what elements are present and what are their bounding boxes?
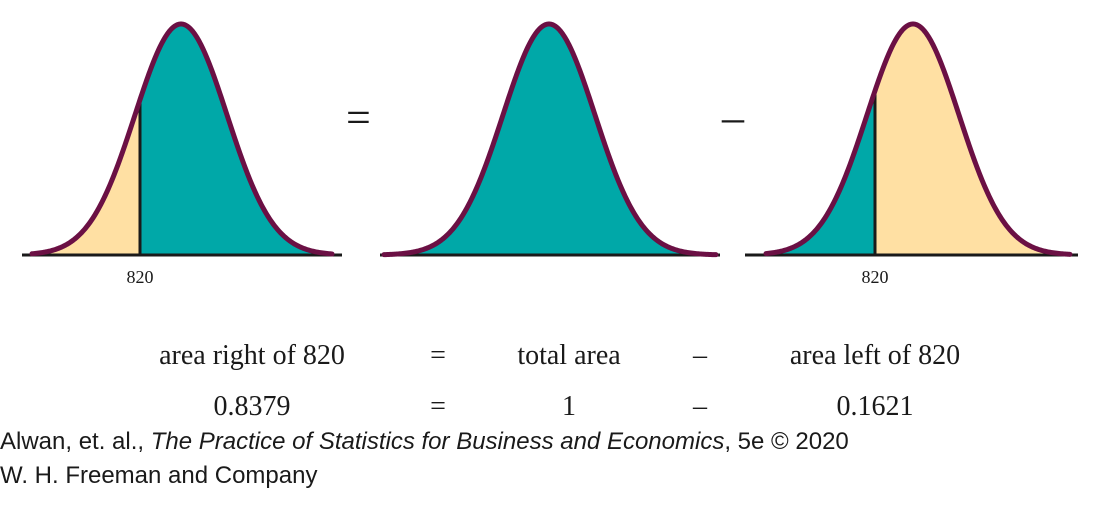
equation-row-values: 0.8379 = 1 – 0.1621 bbox=[0, 391, 1100, 431]
area-right-value: 0.8379 bbox=[213, 391, 291, 422]
row1-equals: = bbox=[430, 340, 446, 371]
total-area-value: 1 bbox=[562, 391, 576, 422]
panel-3-marker-label: 820 bbox=[862, 267, 889, 287]
area-right-label: area right of 820 bbox=[159, 340, 345, 371]
total-area-label: total area bbox=[517, 340, 621, 371]
equals-operator: = bbox=[346, 93, 371, 142]
panel-1-left-area bbox=[32, 99, 140, 255]
row2-minus: – bbox=[693, 391, 707, 422]
panel-2 bbox=[380, 21, 720, 258]
panel-1-marker-label: 820 bbox=[127, 267, 154, 287]
panel-3-left-area bbox=[766, 90, 875, 255]
panel-1-right-area bbox=[140, 24, 332, 255]
row2-equals: = bbox=[430, 391, 446, 422]
panel-1 bbox=[22, 21, 342, 257]
area-left-value: 0.1621 bbox=[836, 391, 914, 422]
credit-edition: , 5e © 2020 bbox=[724, 428, 849, 455]
curve-panels bbox=[22, 21, 1078, 258]
credit-line-1: Alwan, et. al., The Practice of Statisti… bbox=[0, 428, 849, 456]
equation-row-words: area right of 820 = total area – area le… bbox=[0, 340, 1100, 380]
credit-authors: Alwan, et. al., bbox=[0, 428, 151, 455]
panel-1-curve bbox=[29, 21, 335, 257]
panel-3-curve bbox=[763, 21, 1073, 257]
panel-3 bbox=[745, 21, 1078, 257]
area-left-label: area left of 820 bbox=[789, 340, 961, 371]
row1-minus: – bbox=[693, 340, 707, 371]
panel-3-right-area bbox=[875, 24, 1070, 255]
normal-curve-figure: 820 820 bbox=[22, 21, 1078, 287]
credit-book-title: The Practice of Statistics for Business … bbox=[150, 428, 725, 455]
panel-2-curve bbox=[381, 21, 719, 258]
panel-2-shaded-area bbox=[384, 24, 716, 255]
credit-line-2: W. H. Freeman and Company bbox=[0, 462, 318, 489]
minus-operator: – bbox=[722, 93, 744, 142]
